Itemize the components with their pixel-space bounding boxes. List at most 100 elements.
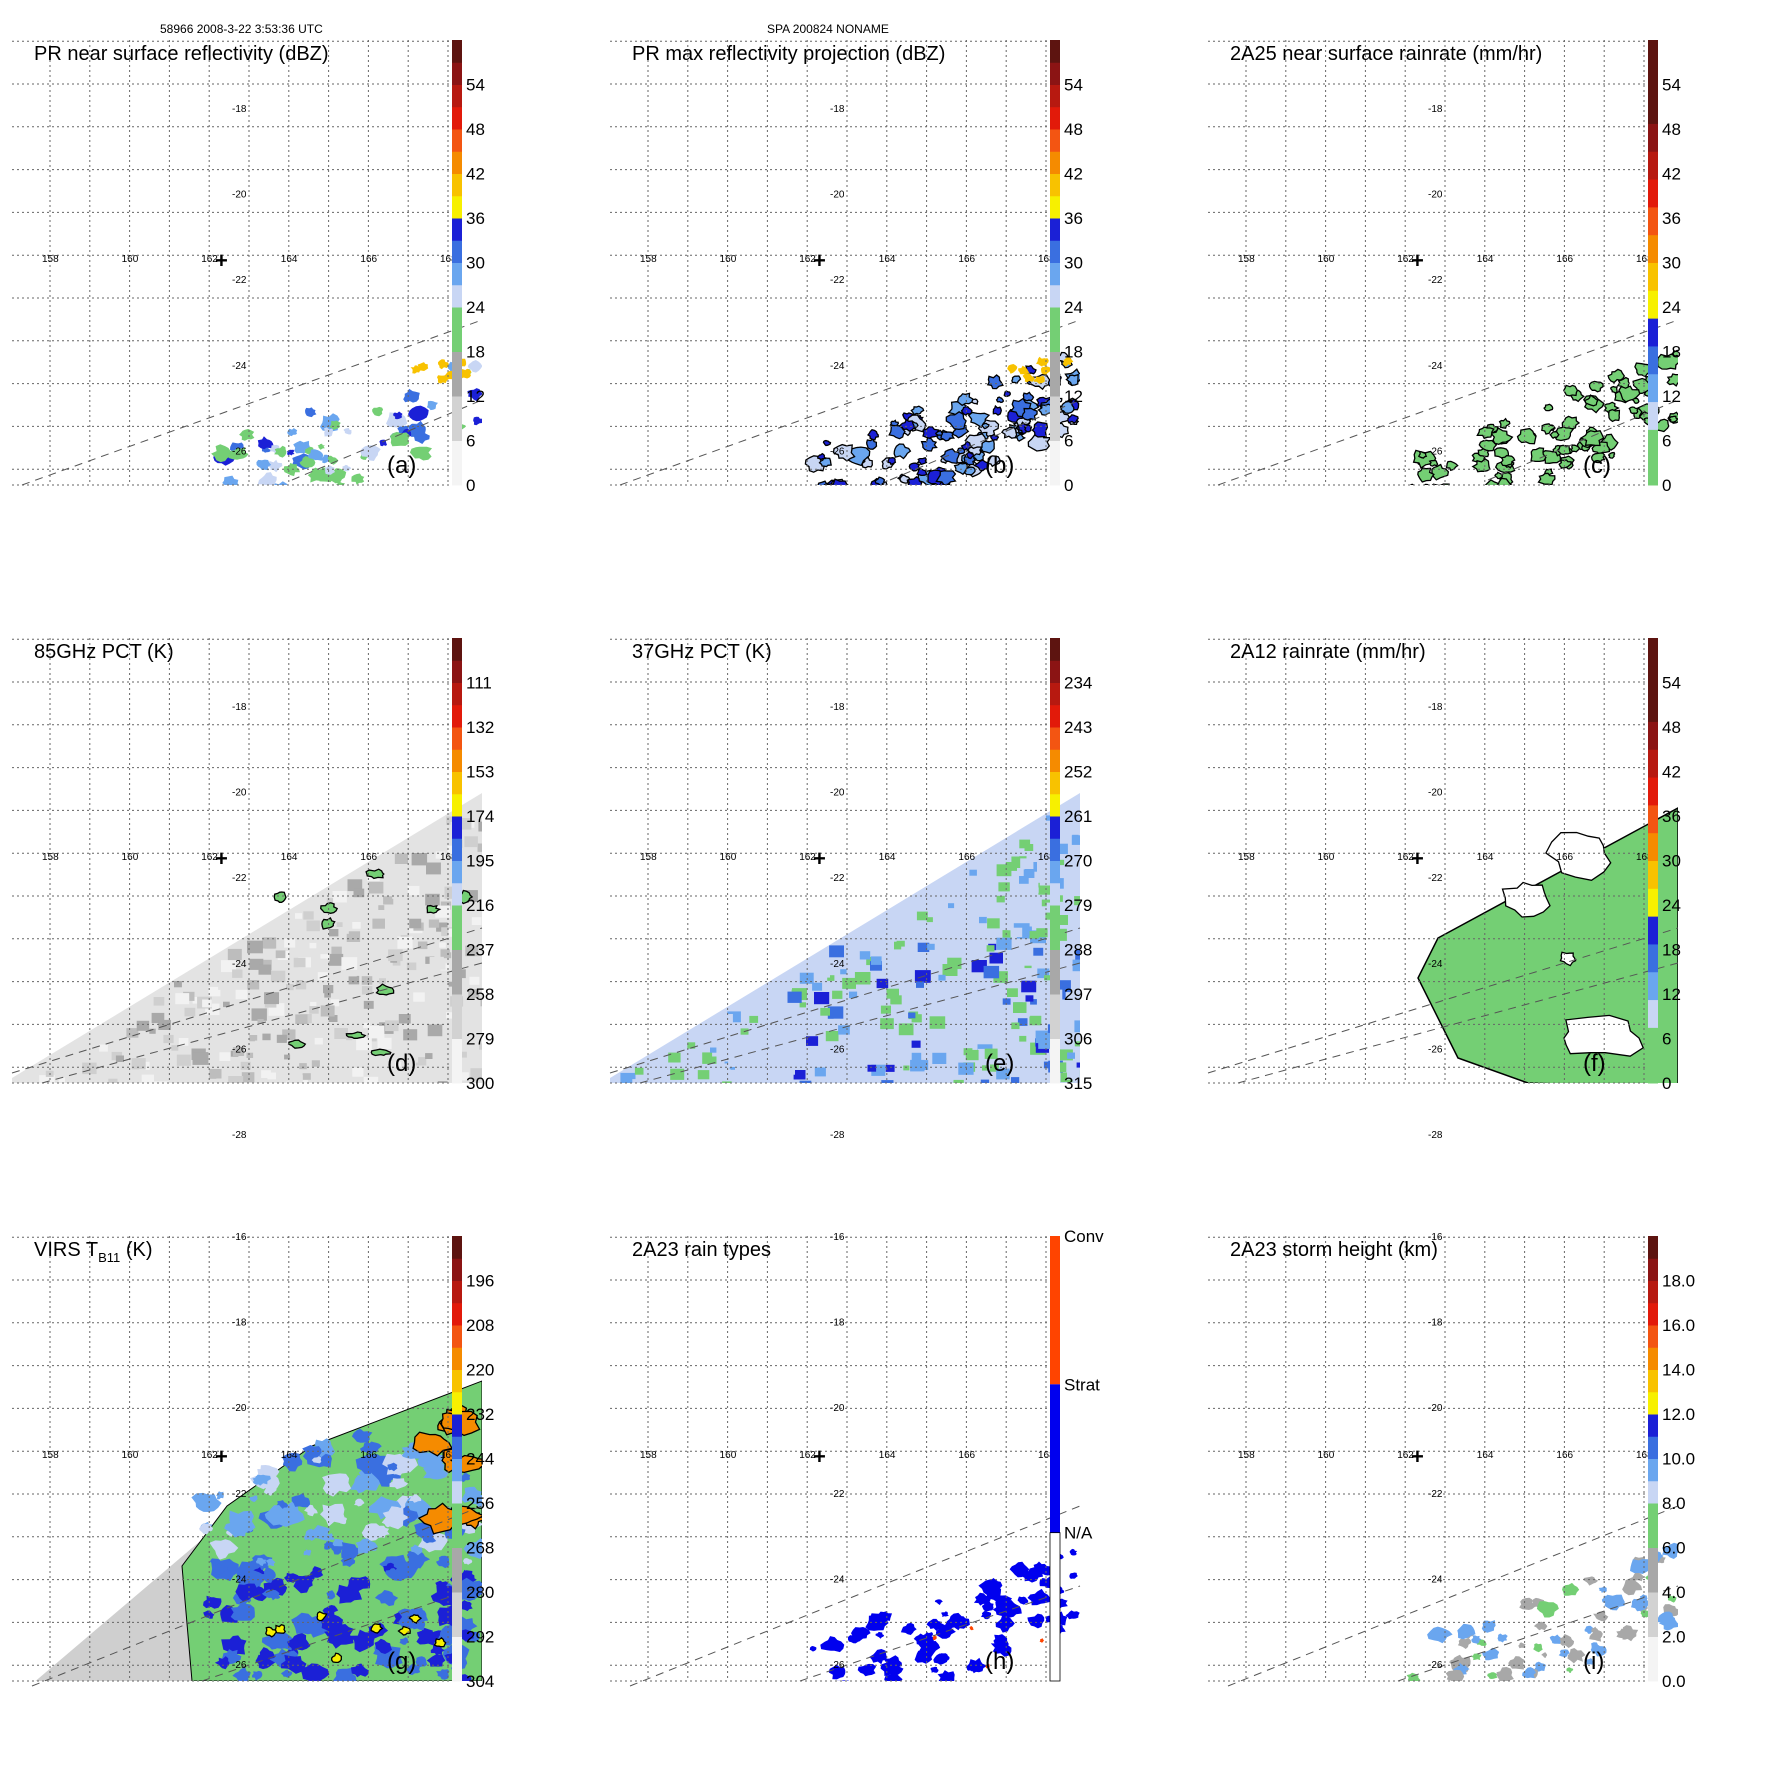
pixel-block (295, 913, 303, 919)
pixel-block (477, 843, 482, 852)
pixel-block (932, 895, 948, 908)
echo-cell (937, 483, 939, 485)
pixel-block (894, 940, 905, 950)
colorbar-tick-label: 6 (466, 432, 475, 451)
colorbar-swatch (1648, 123, 1658, 152)
colorbar-swatch (452, 994, 462, 1017)
pixel-block (441, 927, 452, 936)
pixel-block (329, 929, 339, 937)
echo-cell (867, 428, 879, 441)
colorbar-swatch (452, 284, 462, 308)
echo-cell (1476, 426, 1495, 440)
echo-cell (317, 443, 325, 450)
echo-cell (390, 431, 410, 447)
panel-letter: (e) (985, 1050, 1014, 1077)
echo-cell (257, 472, 277, 485)
echo-cell (930, 1666, 939, 1673)
pixel-block (632, 1079, 643, 1083)
echo-cell (1022, 373, 1035, 383)
lat-label: -18 (1428, 104, 1443, 115)
lon-label: 168 (440, 1450, 457, 1461)
pixel-block (458, 1072, 469, 1081)
colorbar-tick-label: 2.0 (1662, 1628, 1686, 1647)
echo-cell (1033, 1561, 1048, 1573)
pixel-block (942, 964, 958, 976)
pixel-block (426, 862, 441, 875)
pixel-block (986, 945, 995, 952)
colorbar-tick-label: 279 (1064, 896, 1092, 915)
pixel-block (192, 997, 201, 1004)
echo-cell (887, 457, 897, 466)
colorbar-swatch (1050, 240, 1060, 263)
colorbar-tick-label: 132 (466, 718, 494, 737)
colorbar-swatch (1050, 793, 1060, 817)
echo-cell (272, 493, 289, 503)
colorbar-tick-label: 42 (466, 165, 485, 184)
colorbar-swatch (452, 418, 462, 441)
colorbar-tick-label: 270 (1064, 852, 1092, 871)
colorbar-swatch (1050, 860, 1060, 884)
echo-cell (1426, 1697, 1444, 1709)
echo-cell (408, 405, 429, 422)
echo-cell (895, 1681, 915, 1698)
echo-cell (1567, 1648, 1586, 1664)
echo-cell (280, 1669, 293, 1678)
colorbar: 234 243 252 261 270 279 288 297 306 315 (1050, 638, 1092, 1093)
colorbar-tick-label: 297 (1064, 985, 1092, 1004)
echo-cell (1005, 1693, 1010, 1697)
pixel-block (1019, 1035, 1027, 1042)
echo-cell (430, 1585, 457, 1606)
echo-cell (191, 1492, 222, 1512)
echo-cell (327, 455, 339, 465)
pixel-block (1021, 980, 1037, 993)
axis-labels: 158 160 162 164 166 168 -18 -20 -22 -24 -26 -28 (640, 702, 1055, 1141)
echo-cell (992, 404, 1002, 416)
pixel-block (443, 952, 452, 959)
axis-labels: 158 160 162 164 166 168 -16 -18 -20 -22 -24 -26 (1238, 1232, 1653, 1671)
pixel-block (448, 981, 455, 987)
colorbar: 18.0 16.0 14.0 12.0 10.0 8.0 6.0 4.0 2.0 0.0 (1648, 1236, 1695, 1691)
colorbar-swatch (452, 195, 462, 219)
pixel-block (1067, 1052, 1075, 1059)
pixel-block (334, 1028, 348, 1039)
colorbar-swatch (1050, 84, 1060, 108)
echo-cell (1417, 451, 1428, 459)
colorbar-swatch (1050, 749, 1060, 772)
pixel-block (672, 1040, 679, 1046)
colorbar: 111 132 153 174 195 216 237 258 279 300 (452, 638, 494, 1093)
pixel-block (984, 1048, 998, 1059)
echo-cell (1481, 1620, 1496, 1633)
pixel-block (332, 891, 347, 903)
colorbar-swatch (1050, 307, 1060, 330)
colorbar-swatch (452, 860, 462, 884)
pixel-block (890, 995, 902, 1005)
echo-cell (854, 1685, 867, 1696)
echo-cell (901, 498, 921, 513)
lon-label: 160 (1318, 1450, 1335, 1461)
echo-cell (287, 428, 298, 437)
pixel-block (697, 1070, 710, 1080)
lon-label: 162 (799, 254, 816, 265)
colorbar-tick-label: 54 (466, 76, 485, 95)
lat-label: -26 (1428, 1660, 1443, 1671)
colorbar-swatch (452, 106, 462, 130)
echo-cell (857, 1663, 877, 1677)
pixel-block (1002, 998, 1011, 1005)
colorbar: 196 208 220 232 244 256 268 280 292 304 (452, 1236, 494, 1691)
echo-cell (252, 1670, 263, 1681)
echo-cell (1543, 403, 1554, 412)
colorbar-swatch (1050, 129, 1060, 152)
echo-cell (349, 1629, 376, 1653)
echo-cell (207, 492, 218, 501)
rain-area (1417, 807, 1678, 1083)
pixel-block (1038, 1036, 1054, 1049)
lon-label: 162 (201, 852, 218, 863)
colorbar-swatch (1648, 1636, 1658, 1660)
panel-title: PR max reflectivity projection (dBZ) (632, 43, 945, 65)
lat-label: -20 (830, 1403, 845, 1414)
pixel-block (136, 1020, 150, 1031)
colorbar-swatch (1050, 905, 1060, 928)
colorbar-swatch (1050, 1016, 1060, 1039)
colorbar-tick-label: 18.0 (1662, 1272, 1695, 1291)
echo-cell (463, 1538, 482, 1560)
